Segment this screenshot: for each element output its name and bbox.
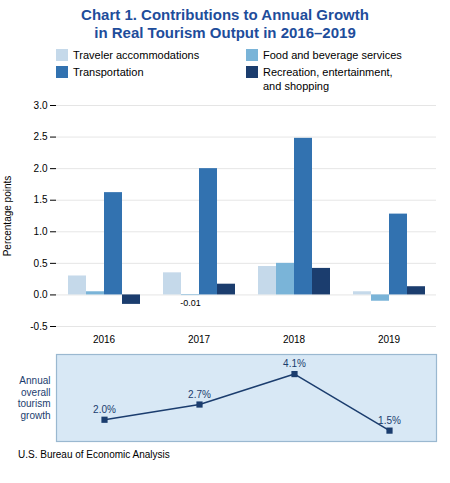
svg-text:-0.5: -0.5 (30, 321, 48, 332)
svg-text:2018: 2018 (283, 334, 306, 345)
svg-text:Percentage points: Percentage points (2, 176, 13, 257)
svg-text:2.5: 2.5 (34, 131, 48, 142)
svg-text:1.5: 1.5 (34, 194, 48, 205)
html-text:Transportation: Transportation (73, 66, 144, 78)
svg-text:2.0: 2.0 (34, 163, 48, 174)
svg-text:2.7%: 2.7% (188, 389, 211, 400)
html-text:Traveler accommodations: Traveler accommodations (73, 49, 200, 61)
svg-text:0.0: 0.0 (34, 289, 48, 300)
svg-text:-0.01: -0.01 (180, 298, 201, 308)
html-text:U.S. Bureau of Economic Analys: U.S. Bureau of Economic Analysis (18, 449, 170, 460)
html-text:in Real Tourism Output in 2016: in Real Tourism Output in 2016–2019 (94, 24, 356, 41)
svg-text:3.0: 3.0 (34, 100, 48, 111)
html-text:Chart 1. Contributions to Annu: Chart 1. Contributions to Annual Growth (81, 6, 369, 23)
svg-text:1.5%: 1.5% (378, 415, 401, 426)
html-text:Recreation, entertainment, and: Recreation, entertainment, and shopping (263, 66, 393, 92)
svg-text:0.5: 0.5 (34, 258, 48, 269)
html-text:Food and beverage services: Food and beverage services (263, 49, 402, 61)
svg-text:2.0%: 2.0% (93, 404, 116, 415)
svg-text:2016: 2016 (93, 334, 116, 345)
svg-text:1.0: 1.0 (34, 226, 48, 237)
svg-text:2017: 2017 (188, 334, 211, 345)
svg-text:2019: 2019 (378, 334, 401, 345)
svg-text:4.1%: 4.1% (283, 358, 306, 369)
svg-text:Annualoveralltourismgrowth: Annualoveralltourismgrowth (18, 375, 51, 421)
